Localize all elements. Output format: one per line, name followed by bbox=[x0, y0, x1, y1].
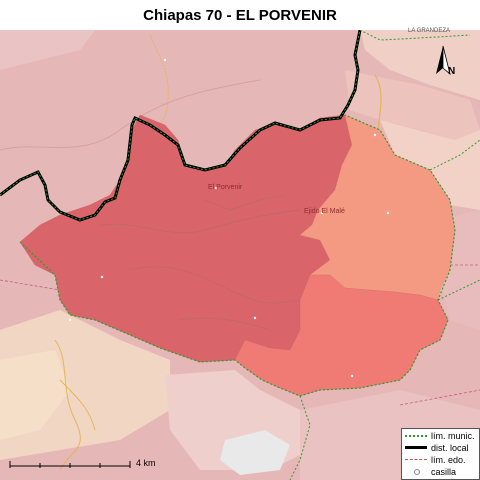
casilla-marker[interactable] bbox=[214, 186, 218, 190]
region-ne2 bbox=[345, 70, 480, 140]
munic-boundary-ne bbox=[429, 139, 480, 171]
road-yellow-4 bbox=[59, 379, 96, 431]
casilla-marker[interactable] bbox=[253, 316, 257, 320]
legend-label: lím. munic. bbox=[431, 430, 475, 441]
river-line-1 bbox=[99, 209, 301, 234]
region-sw-beige2 bbox=[0, 350, 70, 440]
casilla-marker[interactable] bbox=[163, 58, 167, 62]
north-letter: N bbox=[448, 66, 456, 77]
casilla-marker[interactable] bbox=[320, 211, 324, 215]
legend-item-edo: lím. edo. bbox=[404, 454, 466, 465]
place-label-el-porvenir: El Porvenir bbox=[208, 184, 243, 191]
district-line-icon bbox=[404, 442, 428, 453]
legend-label: lím. edo. bbox=[431, 454, 466, 465]
road-line bbox=[0, 79, 261, 151]
legend-label: dist. local bbox=[431, 442, 469, 453]
region-ne bbox=[360, 30, 480, 100]
road-magenta-3 bbox=[399, 389, 480, 406]
munic-boundary-s bbox=[289, 395, 311, 480]
road-inner bbox=[204, 194, 286, 211]
scale-label: 4 km bbox=[136, 458, 156, 468]
legend-label: casilla bbox=[431, 466, 457, 477]
casilla-icon bbox=[404, 466, 428, 477]
munic-line-icon bbox=[404, 430, 428, 441]
place-label-second: Ejido El Malé bbox=[304, 208, 345, 215]
casilla-marker[interactable] bbox=[350, 374, 354, 378]
region-nw bbox=[0, 30, 95, 70]
casilla-marker[interactable] bbox=[373, 133, 377, 137]
place-label-la-grandeza: LA GRANDEZA bbox=[408, 28, 451, 34]
region-grey bbox=[220, 430, 290, 475]
road-magenta bbox=[0, 279, 61, 291]
road-yellow-3 bbox=[54, 339, 81, 471]
legend-item-casilla: casilla bbox=[404, 466, 456, 477]
legend-item-dist: dist. local bbox=[404, 442, 469, 453]
map-svg bbox=[0, 30, 480, 480]
casilla-marker[interactable] bbox=[386, 211, 390, 215]
legend-item-munic: lím. munic. bbox=[404, 430, 475, 441]
casilla-marker[interactable] bbox=[68, 318, 72, 322]
munic-boundary-line bbox=[19, 114, 456, 397]
casilla-marker[interactable] bbox=[100, 275, 104, 279]
north-arrow: N bbox=[434, 44, 464, 84]
district-boundary-line bbox=[0, 30, 362, 222]
river-line-3 bbox=[179, 317, 271, 331]
region-east bbox=[380, 120, 480, 210]
state-line-icon bbox=[404, 454, 428, 465]
north-arrow-icon bbox=[436, 45, 451, 76]
scale-bar: 4 km bbox=[8, 458, 168, 474]
map-canvas[interactable] bbox=[0, 30, 480, 480]
map-legend: lím. munic. dist. local lím. edo. casill… bbox=[401, 428, 480, 480]
map-title: Chiapas 70 - EL PORVENIR bbox=[143, 6, 337, 24]
scale-bar-graphic bbox=[9, 461, 131, 468]
river-line-2 bbox=[129, 266, 301, 304]
